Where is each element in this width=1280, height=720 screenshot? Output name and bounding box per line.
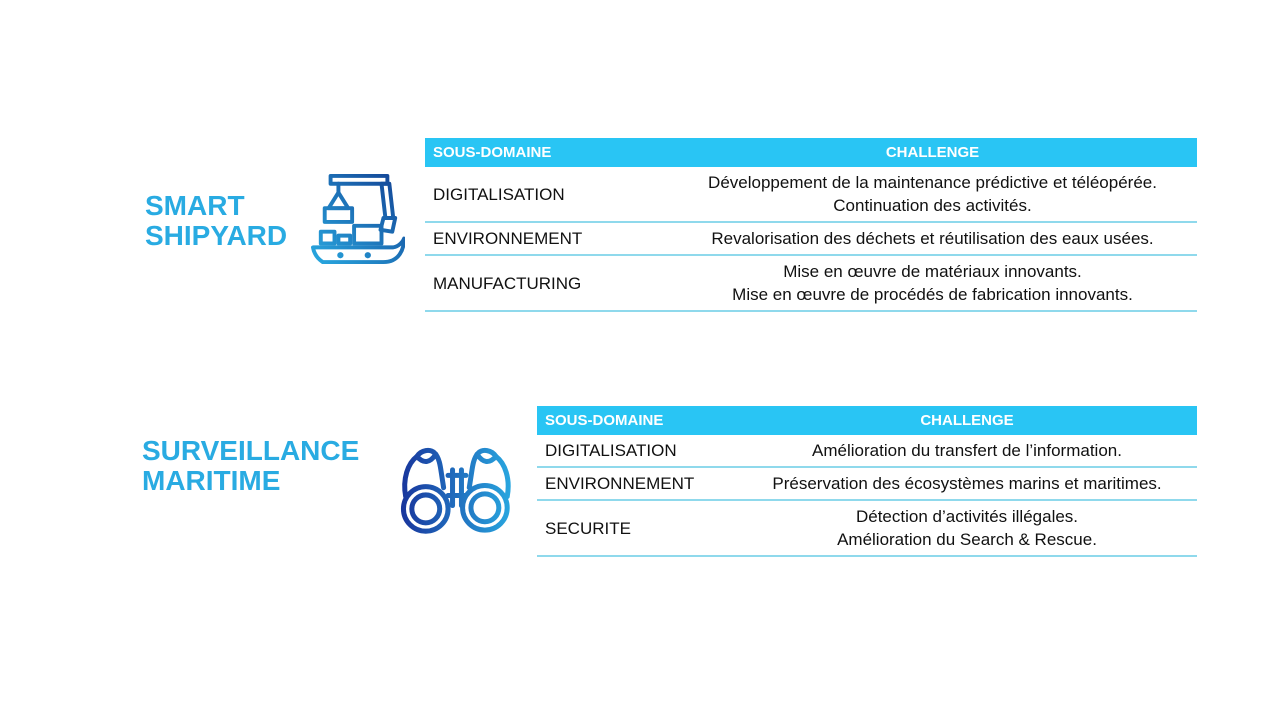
sous-domaine-cell: MANUFACTURING (433, 273, 582, 293)
title-line: SURVEILLANCE (142, 435, 360, 466)
challenge-line: Amélioration du Search & Rescue. (837, 530, 1097, 549)
challenge-line: Mise en œuvre de matériaux innovants. (783, 262, 1082, 281)
table-row: DIGITALISATION Amélioration du transfert… (537, 435, 1197, 468)
title-line: SHIPYARD (145, 220, 288, 251)
challenge-cell: Mise en œuvre de matériaux innovants. Mi… (668, 260, 1197, 306)
title-line: MARITIME (142, 465, 281, 496)
table-header-row: SOUS-DOMAINE CHALLENGE (537, 406, 1197, 435)
challenge-line: Développement de la maintenance prédicti… (708, 173, 1157, 192)
challenge-cell: Amélioration du transfert de l’informati… (737, 439, 1197, 462)
sous-domaine-cell: SECURITE (545, 518, 631, 538)
sous-domaine-cell: ENVIRONNEMENT (545, 474, 695, 493)
challenge-cell: Revalorisation des déchets et réutilisat… (668, 227, 1197, 250)
table-row: ENVIRONNEMENT Préservation des écosystèm… (537, 468, 1197, 501)
sous-domaine-header: SOUS-DOMAINE (433, 144, 552, 161)
sous-domaine-cell: DIGITALISATION (545, 441, 677, 460)
table-row: MANUFACTURING Mise en œuvre de matériaux… (425, 256, 1197, 312)
challenge-cell: Préservation des écosystèmes marins et m… (737, 472, 1197, 495)
challenge-line: Continuation des activités. (833, 196, 1032, 215)
sous-domaine-cell: ENVIRONNEMENT (433, 229, 583, 248)
binoculars-icon (400, 447, 511, 534)
challenge-header: CHALLENGE (885, 144, 980, 161)
sous-domaine-cell: DIGITALISATION (433, 184, 565, 204)
table-header-row: SOUS-DOMAINE CHALLENGE (425, 138, 1197, 167)
table-row: ENVIRONNEMENT Revalorisation des déchets… (425, 223, 1197, 256)
smart-shipyard-table: SOUS-DOMAINE CHALLENGE DIGITALISATION Dé… (425, 138, 1197, 312)
challenge-line: Préservation des écosystèmes marins et m… (772, 474, 1162, 493)
smart-shipyard-title: SMART SHIPYARD (145, 191, 287, 251)
challenge-cell: Développement de la maintenance prédicti… (668, 171, 1197, 217)
challenge-cell: Détection d’activités illégales. Amélior… (737, 505, 1197, 551)
challenge-line: Mise en œuvre de procédés de fabrication… (732, 285, 1133, 304)
table-row: DIGITALISATION Développement de la maint… (425, 167, 1197, 223)
title-line: SMART (145, 190, 245, 221)
challenge-line: Revalorisation des déchets et réutilisat… (711, 229, 1154, 248)
sous-domaine-header: SOUS-DOMAINE (545, 412, 664, 429)
challenge-line: Amélioration du transfert de l’informati… (812, 441, 1122, 460)
surveillance-maritime-title: SURVEILLANCE MARITIME (142, 436, 359, 496)
challenge-header: CHALLENGE (920, 412, 1014, 429)
surveillance-maritime-table: SOUS-DOMAINE CHALLENGE DIGITALISATION Am… (537, 406, 1197, 557)
shipyard-crane-ship-icon (311, 173, 405, 265)
table-row: SECURITE Détection d’activités illégales… (537, 501, 1197, 557)
challenge-line: Détection d’activités illégales. (855, 507, 1079, 526)
